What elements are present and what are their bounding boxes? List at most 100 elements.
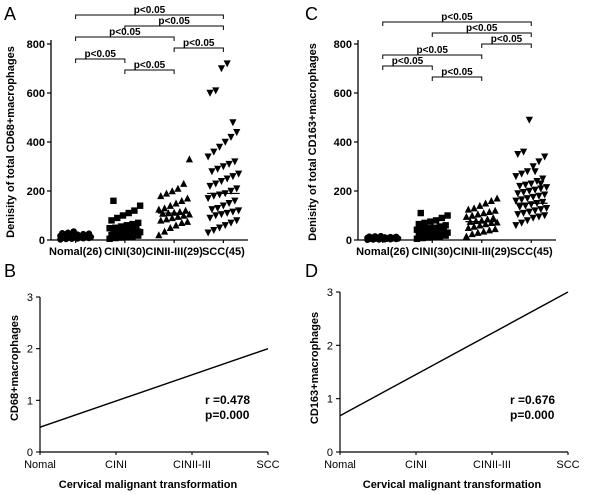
data-point <box>106 235 113 242</box>
data-point <box>217 178 226 185</box>
data-point <box>489 214 497 222</box>
significance-bracket <box>75 14 224 19</box>
data-point <box>531 186 539 194</box>
data-point <box>215 224 224 232</box>
data-point <box>531 207 539 215</box>
data-point <box>217 65 226 73</box>
data-point <box>430 224 438 231</box>
data-point <box>425 225 432 232</box>
data-point <box>523 195 532 203</box>
data-point <box>131 229 138 236</box>
data-point <box>514 211 522 219</box>
y-tick-label: 400 <box>334 137 352 149</box>
data-point <box>212 87 220 95</box>
y-tick-label: 0 <box>27 447 33 459</box>
data-point <box>129 233 136 240</box>
x-tick-label: CINI <box>105 459 127 471</box>
data-point <box>214 204 222 212</box>
y-axis-label: CD68+macrophages <box>9 315 21 421</box>
data-point <box>227 133 235 141</box>
data-point <box>168 187 176 195</box>
y-tick-label: 200 <box>334 186 352 198</box>
data-point <box>172 199 180 207</box>
data-point <box>444 212 451 219</box>
y-tick-label: 1 <box>327 394 333 406</box>
data-point <box>215 191 224 199</box>
data-point <box>535 158 543 166</box>
data-point <box>115 227 123 234</box>
data-point <box>518 170 526 178</box>
x-tick-label: SCC <box>256 459 279 471</box>
panel-a: A Denisity of total CD68+macrophages 0 20… <box>4 4 248 258</box>
x-axis-label: Cervical malignant transformation <box>363 479 542 491</box>
significance-bracket <box>481 43 532 48</box>
data-point <box>121 227 129 234</box>
data-point <box>539 175 547 183</box>
x-tick-label: CINII-III(29) <box>145 246 203 258</box>
data-point <box>462 232 471 240</box>
data-point <box>440 227 447 234</box>
data-point <box>127 226 134 233</box>
panel-letter: A <box>4 4 16 24</box>
data-point <box>135 219 142 227</box>
y-tick-label: 1 <box>27 395 33 407</box>
data-point <box>476 201 484 209</box>
data-point <box>371 233 379 240</box>
data-point <box>106 225 113 232</box>
panel-letter: D <box>305 261 318 281</box>
data-point <box>529 193 537 201</box>
data-point <box>204 229 212 237</box>
data-point <box>366 233 373 240</box>
data-point <box>523 217 532 225</box>
data-point <box>157 192 165 200</box>
series-group <box>155 155 193 239</box>
data-point <box>483 215 492 223</box>
panel-letter: B <box>4 261 16 281</box>
data-point <box>166 223 174 231</box>
data-point <box>225 200 233 208</box>
data-point <box>210 227 218 234</box>
data-point <box>470 204 478 212</box>
data-point <box>117 234 125 241</box>
data-point <box>436 223 444 230</box>
data-point <box>485 208 494 216</box>
data-point <box>59 229 66 237</box>
x-tick-label: SCC <box>556 459 579 471</box>
data-point <box>531 168 539 176</box>
series-group <box>204 60 243 237</box>
significance-label: p<0.05 <box>85 49 117 60</box>
significance-bracket <box>75 36 175 41</box>
x-tick-label: CINI(30) <box>411 246 453 258</box>
data-point <box>206 182 214 190</box>
data-point <box>166 201 174 209</box>
data-point <box>521 181 530 189</box>
data-point <box>212 212 220 220</box>
data-point <box>215 143 224 151</box>
data-point <box>523 168 532 176</box>
data-point <box>110 197 117 204</box>
data-point <box>444 229 451 236</box>
data-point <box>537 185 545 193</box>
panel-c: C Denisity of total CD163+macrophages 0 2… <box>305 4 556 258</box>
significance-bracket <box>431 32 532 37</box>
data-point <box>204 153 212 161</box>
data-point <box>80 230 87 238</box>
data-point <box>217 211 226 219</box>
data-point <box>210 148 218 156</box>
r-value: r =0.478 <box>205 393 250 407</box>
data-point <box>206 214 214 222</box>
data-point <box>427 218 434 225</box>
significance-bracket <box>124 25 224 30</box>
panel-d: D CD163+macrophages Cervical malignant t… <box>305 261 580 491</box>
line-plot: 0 1 2 3 Nomal CINI CINII-III SCC <box>24 292 280 471</box>
data-point <box>521 202 530 210</box>
data-point <box>419 234 426 242</box>
series-group <box>462 194 501 240</box>
x-tick-label: SCC(45) <box>510 246 553 258</box>
data-point <box>174 212 182 220</box>
data-point <box>533 178 541 185</box>
data-point <box>178 219 186 227</box>
x-axis-label: Cervical malignant transformation <box>59 479 238 491</box>
data-point <box>417 209 424 217</box>
